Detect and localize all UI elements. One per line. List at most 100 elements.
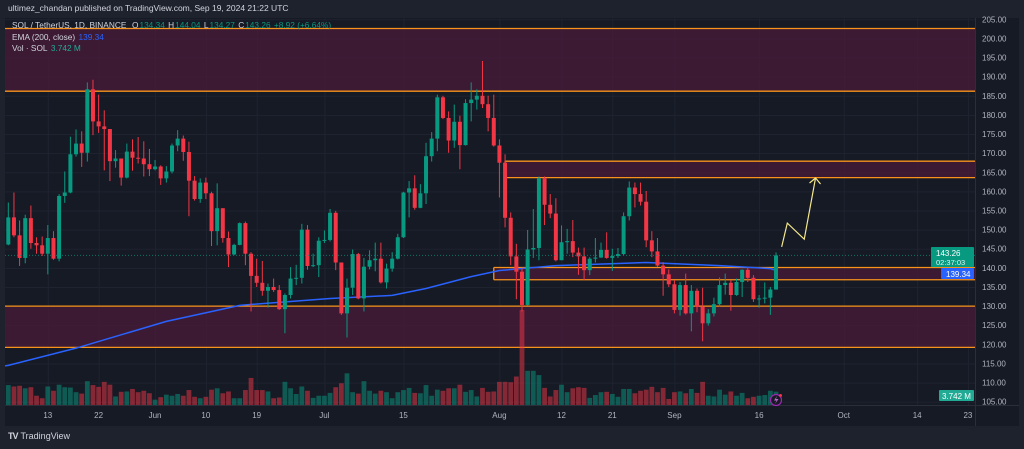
legend-ema-row[interactable]: EMA (200, close) 139.34 <box>12 32 332 44</box>
volume-bar <box>474 396 480 405</box>
candle-body <box>559 242 564 261</box>
price-tick-label: 150.00 <box>982 226 1007 235</box>
volume-bar <box>226 391 231 405</box>
candle-body <box>170 145 175 172</box>
candle-body <box>62 192 67 196</box>
candle-body <box>345 287 349 314</box>
volume-bar <box>220 393 226 405</box>
price-tick-label: 160.00 <box>982 187 1007 196</box>
candle-body <box>17 235 22 258</box>
candle-body <box>531 247 536 250</box>
volume-bar <box>56 384 62 405</box>
volume-bar <box>197 398 203 405</box>
price-tick-label: 155.00 <box>982 207 1007 216</box>
volume-bar <box>429 395 435 405</box>
volume-bar <box>547 396 553 405</box>
candle-body <box>181 138 186 152</box>
candle-body <box>644 201 649 241</box>
time-axis[interactable]: 13 22 Jun 10 19 Jul 15 Aug 12 21 Sep 16 Oct 14 23 <box>43 411 973 420</box>
volume-bar <box>299 386 305 405</box>
tradingview-logo-text: TradingView <box>20 431 71 441</box>
low-value: 134.27 <box>209 20 235 30</box>
candle-body <box>51 238 56 259</box>
candle-body <box>141 158 146 165</box>
volume-bar <box>384 392 389 405</box>
volume-bar <box>728 391 734 405</box>
price-tick-label: 140.00 <box>982 264 1007 273</box>
volume-bar <box>389 398 395 405</box>
candle-body <box>604 249 609 258</box>
volume-bar <box>542 387 547 405</box>
candle-body <box>497 145 502 163</box>
volume-bar <box>756 395 762 405</box>
volume-bar <box>677 391 683 405</box>
candle-body <box>373 258 378 261</box>
time-tick-label: 23 <box>963 411 972 420</box>
projection-arrow <box>781 177 821 247</box>
candle-body <box>412 188 417 208</box>
candle-body <box>57 195 62 259</box>
volume-bar <box>282 381 288 405</box>
volume-bar <box>626 388 632 405</box>
volume-bar <box>694 392 700 405</box>
volume-bar <box>45 386 51 405</box>
price-tick-label: 145.00 <box>982 245 1007 254</box>
volume-bar <box>559 384 564 405</box>
price-axis[interactable]: 205.00 200.00 195.00 190.00 185.00 180.00 175.… <box>982 15 1007 406</box>
volume-bar <box>751 396 756 405</box>
candle-body <box>34 243 39 246</box>
time-tick-label: Jun <box>149 411 162 420</box>
candle-body <box>96 121 101 127</box>
last-price-tag <box>931 247 974 267</box>
candle-body <box>85 89 90 153</box>
volume-bar <box>508 382 514 405</box>
price-tick-label: 110.00 <box>982 379 1006 388</box>
volume-bar <box>237 398 243 405</box>
candle-body <box>706 313 711 324</box>
ema-line <box>5 261 777 367</box>
candle-body <box>740 269 745 283</box>
candle-body <box>203 182 208 194</box>
candle-body <box>548 204 553 214</box>
volume-bar <box>135 392 141 405</box>
candle-body <box>153 166 158 170</box>
volume-bar <box>310 397 316 405</box>
volume-bar <box>660 387 666 405</box>
legend-volume-row[interactable]: Vol · SOL 3.742 M <box>12 43 332 55</box>
lightning-icon[interactable] <box>769 393 783 407</box>
volume-bar <box>130 388 135 405</box>
volume-bar <box>338 383 344 405</box>
candle-body <box>570 241 575 253</box>
volume-bar <box>621 388 627 405</box>
volume-bar <box>688 388 694 405</box>
candle-body <box>265 286 270 291</box>
volume-bar <box>423 385 429 405</box>
volume-bar <box>446 388 452 405</box>
candle-body <box>68 154 73 193</box>
volume-bar <box>141 390 147 405</box>
volume-bar <box>209 389 214 405</box>
tradingview-logo[interactable]: TV TradingView <box>8 431 70 441</box>
legend-symbol-row[interactable]: SOL / TetherUS, 1D, BINANCE O134.34 H144… <box>12 20 332 32</box>
zone-fill <box>5 306 975 348</box>
volume-bar <box>632 393 638 405</box>
volume-bar <box>655 392 660 405</box>
candle-body <box>440 97 445 118</box>
time-tick-label: 21 <box>608 411 617 420</box>
volume-bar <box>96 386 102 405</box>
volume-bar <box>434 389 440 405</box>
candle-body <box>249 253 254 276</box>
volume-bar <box>739 392 745 405</box>
candle-body <box>689 290 694 314</box>
candle-body <box>378 258 383 283</box>
candle-body <box>322 239 327 241</box>
volume-bar <box>90 385 96 405</box>
volume-bar <box>51 390 56 405</box>
candle-body <box>519 271 524 305</box>
candle-body <box>254 275 259 283</box>
candle-body <box>666 274 671 285</box>
candle-body <box>102 126 107 130</box>
volume-bar <box>276 397 282 405</box>
volume-bar <box>615 396 621 405</box>
